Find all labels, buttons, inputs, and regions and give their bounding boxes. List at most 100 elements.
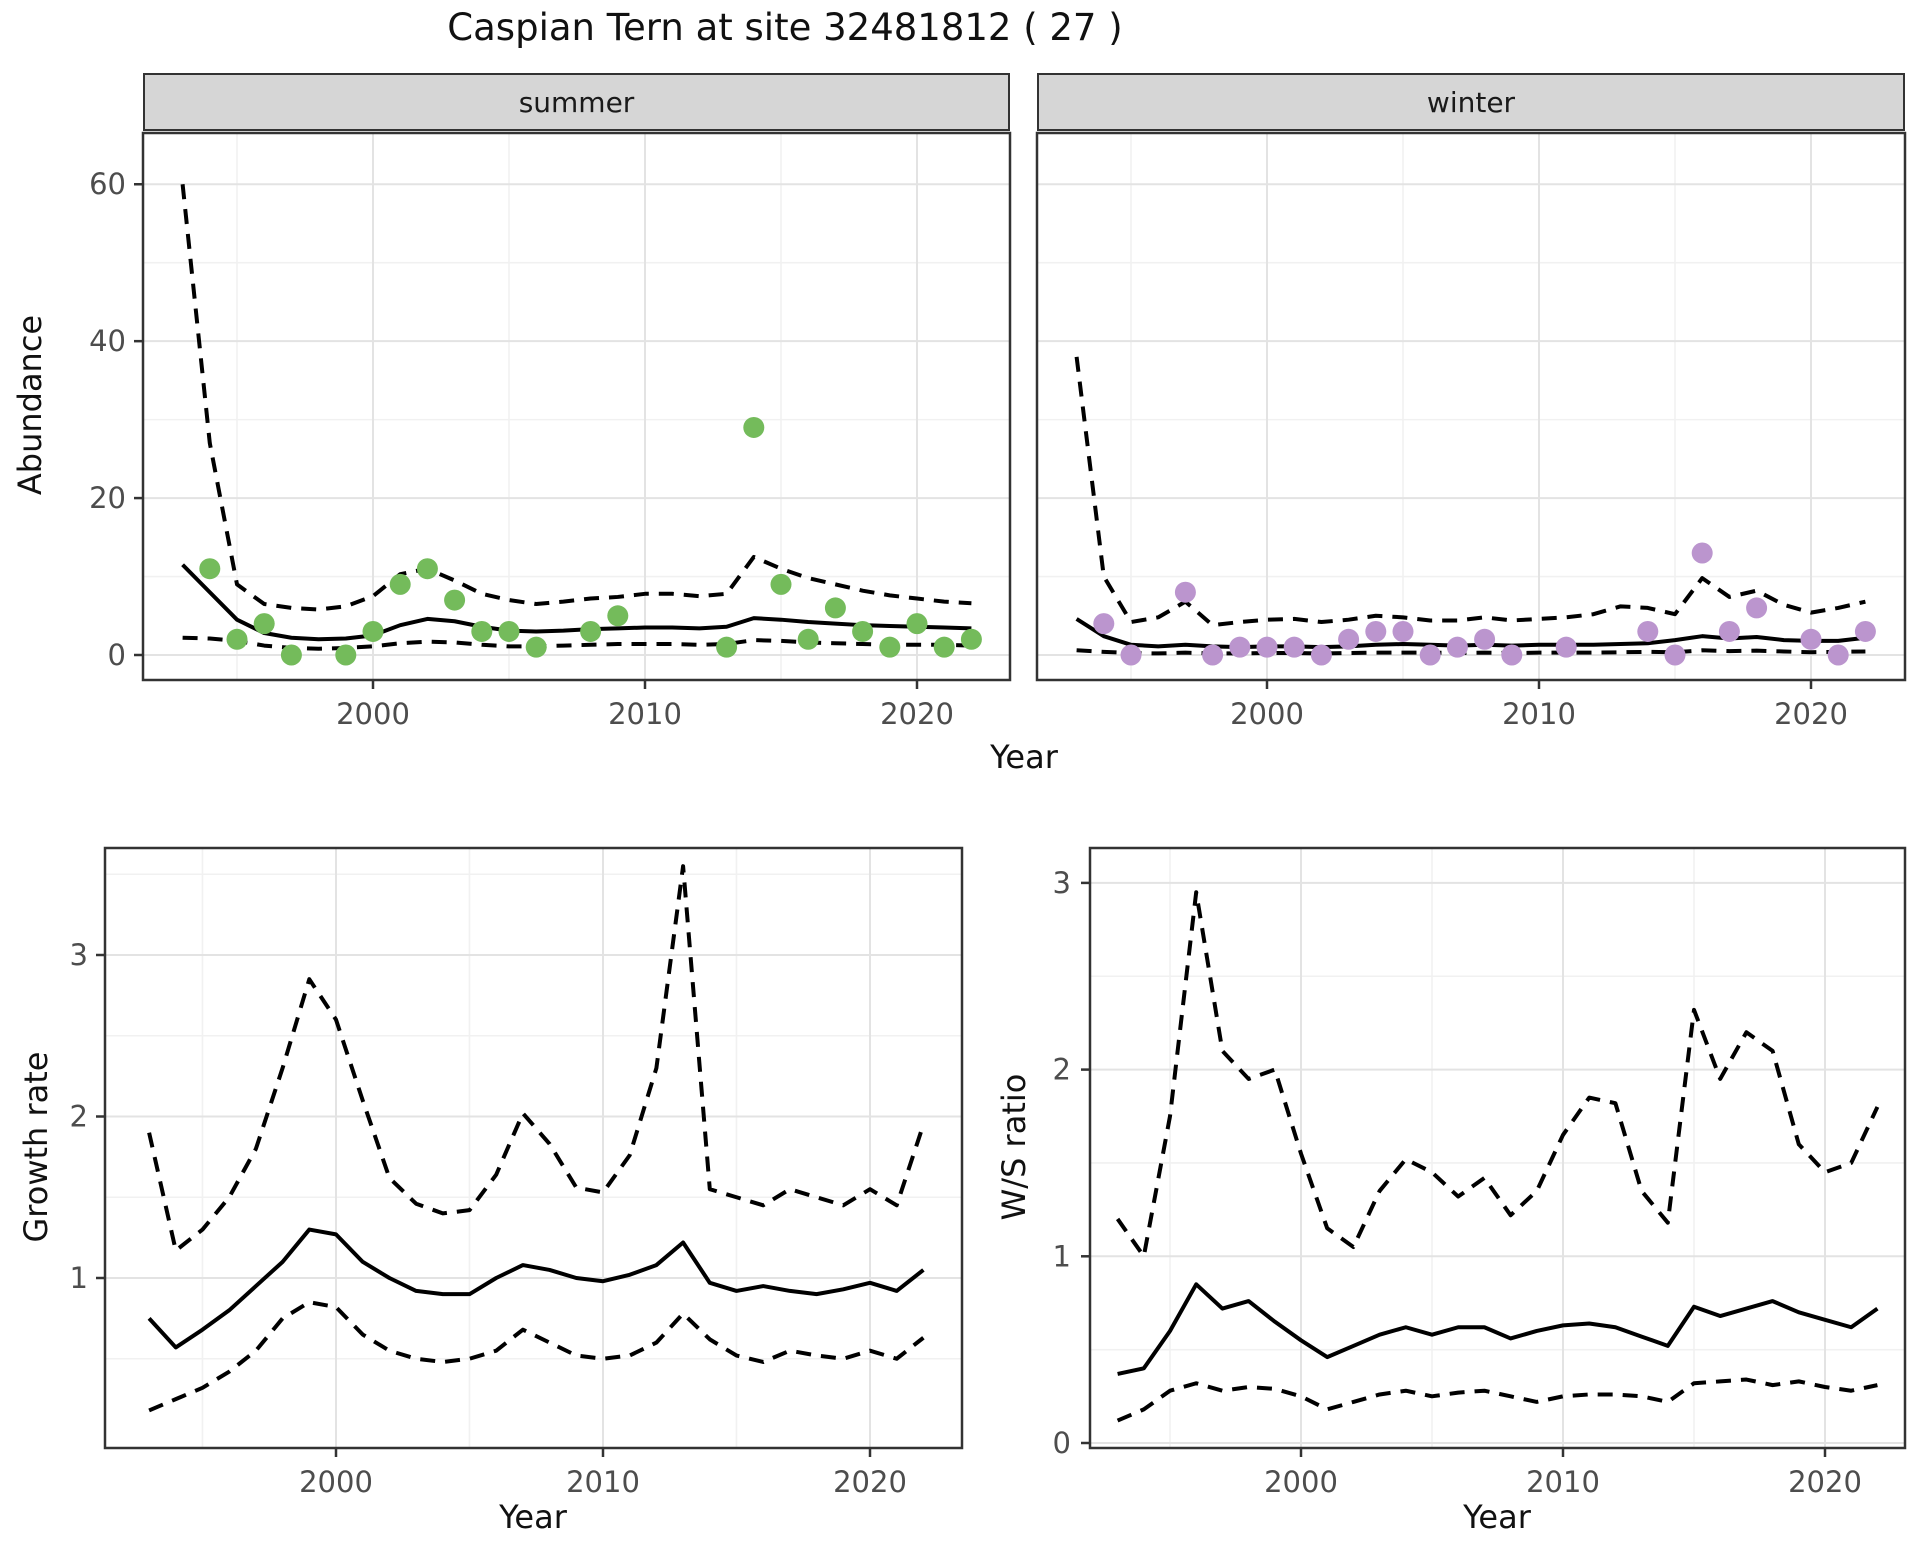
winter-point: [1746, 597, 1768, 619]
summer-point: [743, 416, 765, 438]
winter-point: [1229, 636, 1251, 658]
winter-point: [1718, 620, 1740, 642]
summer-point: [607, 605, 629, 627]
x-tick-label: 2000: [1230, 697, 1304, 731]
panel-border: [141, 131, 1012, 682]
chart-title: Caspian Tern at site 32481812 ( 27 ): [447, 6, 1123, 49]
summer-point: [716, 636, 738, 658]
y-tick-label: 2: [1053, 1053, 1071, 1087]
winter-point: [1854, 620, 1876, 642]
ci-upper-line: [147, 864, 926, 1253]
y-axis-title-growth: Growth rate: [17, 1051, 55, 1243]
fit-line: [181, 563, 972, 642]
summer-point: [253, 613, 275, 635]
summer-point: [797, 628, 819, 650]
winter-point: [1419, 644, 1441, 666]
y-tick-label: 60: [89, 167, 126, 201]
summer-point: [444, 589, 466, 611]
summer-panel: 2000 2010 2020 0 20 40 60: [89, 131, 1012, 731]
winter-point: [1093, 613, 1115, 635]
y-tick-label: 1: [70, 1261, 88, 1295]
summer-point: [879, 636, 901, 658]
axis-ticks: 2000 2010 2020 1 2 3: [70, 938, 907, 1499]
y-tick-label: 3: [70, 938, 88, 972]
facet-strip-winter: winter: [1037, 73, 1905, 131]
winter-point: [1474, 628, 1496, 650]
winter-point: [1338, 628, 1360, 650]
summer-point: [580, 620, 602, 642]
facet-strip-summer: summer: [143, 73, 1010, 131]
summer-point: [498, 620, 520, 642]
observation-points: [1093, 542, 1876, 666]
ci-lower-line: [1076, 648, 1866, 656]
summer-point: [906, 613, 928, 635]
x-tick-label: 2020: [1788, 1465, 1862, 1499]
ci-upper-line: [1115, 890, 1880, 1259]
summer-point: [852, 620, 874, 642]
y-tick-label: 0: [108, 638, 126, 672]
winter-panel: 2000 2010 2020: [1035, 131, 1907, 731]
summer-point: [280, 644, 302, 666]
y-tick-label: 20: [89, 481, 126, 515]
winter-point: [1256, 636, 1278, 658]
x-axis-title-bottom-right: Year: [1463, 1498, 1531, 1536]
facet-strip-winter-label: winter: [1426, 85, 1516, 119]
x-tick-label: 2010: [608, 697, 682, 731]
gridlines: [1037, 133, 1905, 680]
summer-point: [335, 644, 357, 666]
growth-rate-panel: 2000 2010 2020 1 2 3: [70, 846, 964, 1499]
panel-border: [1035, 131, 1907, 682]
x-tick-label: 2020: [880, 697, 954, 731]
ci-lower-line: [1116, 1377, 1878, 1423]
panel-border: [103, 846, 964, 1450]
winter-point: [1664, 644, 1686, 666]
y-tick-label: 0: [1053, 1426, 1071, 1460]
winter-point: [1446, 636, 1468, 658]
gridlines: [1090, 848, 1905, 1448]
winter-point: [1555, 636, 1577, 658]
ci-lower-line: [182, 635, 972, 651]
winter-point: [1827, 644, 1849, 666]
x-tick-label: 2000: [299, 1465, 373, 1499]
fit-line: [147, 1227, 925, 1350]
summer-point: [471, 620, 493, 642]
ci-upper-line: [180, 184, 972, 612]
gridlines: [105, 848, 962, 1448]
winter-point: [1392, 620, 1414, 642]
winter-point: [1800, 628, 1822, 650]
y-tick-label: 1: [1053, 1239, 1071, 1273]
y-axis-title-ws: W/S ratio: [995, 1073, 1033, 1221]
summer-point: [770, 573, 792, 595]
ci-upper-line: [1074, 356, 1866, 628]
summer-point: [933, 636, 955, 658]
x-tick-label: 2010: [1526, 1465, 1600, 1499]
axis-ticks: 2000 2010 2020 0 1 2 3: [1053, 866, 1862, 1499]
fit-line: [1117, 1282, 1879, 1376]
x-tick-label: 2020: [833, 1465, 907, 1499]
y-tick-label: 2: [70, 1100, 88, 1134]
fit-line: [1075, 617, 1866, 650]
ci-lower-line: [148, 1300, 925, 1413]
x-axis-title-bottom-left: Year: [499, 1498, 567, 1536]
summer-point: [199, 558, 221, 580]
y-tick-label: 3: [1053, 866, 1071, 900]
observation-points: [199, 416, 982, 666]
winter-point: [1365, 620, 1387, 642]
ws-ratio-panel: 2000 2010 2020 0 1 2 3: [1053, 846, 1907, 1499]
winter-point: [1310, 644, 1332, 666]
winter-point: [1501, 644, 1523, 666]
axis-ticks: 2000 2010 2020: [1230, 680, 1848, 731]
x-tick-label: 2020: [1774, 697, 1848, 731]
winter-point: [1174, 581, 1196, 603]
summer-point: [389, 573, 411, 595]
summer-point: [525, 636, 547, 658]
x-tick-label: 2010: [566, 1465, 640, 1499]
x-axis-title-top: Year: [990, 738, 1058, 776]
x-tick-label: 2000: [1264, 1465, 1338, 1499]
winter-point: [1283, 636, 1305, 658]
y-tick-label: 40: [89, 324, 126, 358]
x-tick-label: 2010: [1502, 697, 1576, 731]
panel-border: [1088, 846, 1907, 1450]
